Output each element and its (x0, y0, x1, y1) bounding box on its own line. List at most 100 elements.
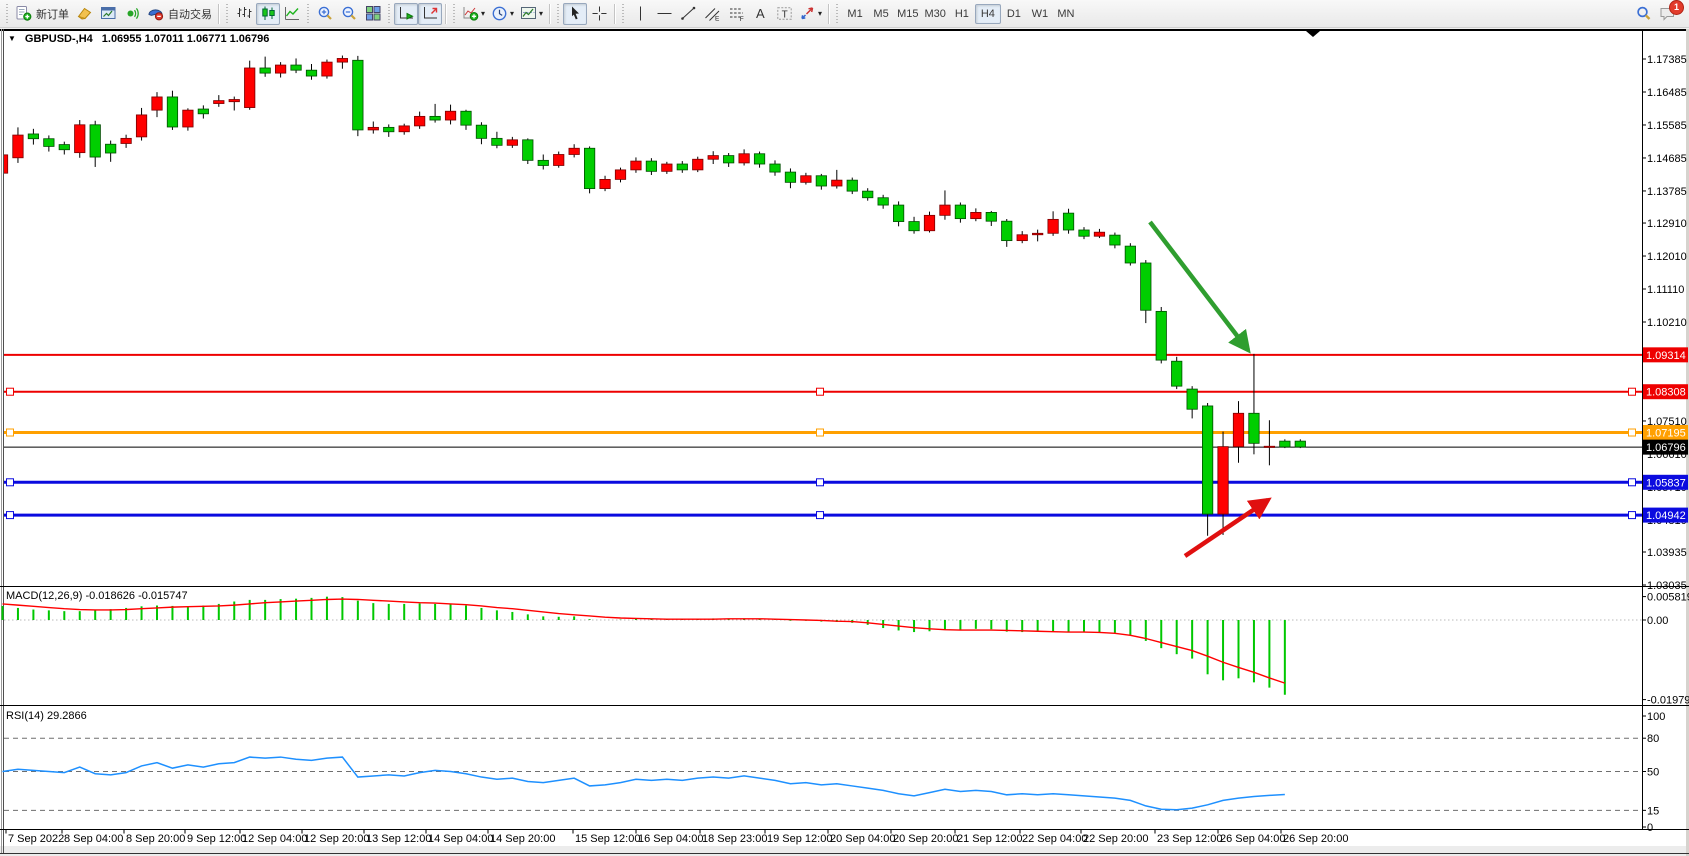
line-handle[interactable] (816, 478, 824, 487)
candle-up (444, 110, 457, 121)
periods-button[interactable]: ▾ (488, 3, 517, 25)
timeframe-w1-button[interactable]: W1 (1031, 7, 1049, 20)
candle-down (769, 163, 781, 173)
vertical-line-button[interactable] (628, 3, 652, 25)
candle-down (846, 179, 858, 192)
candle-up (120, 137, 132, 144)
line-chart-button[interactable] (280, 3, 304, 25)
timeframe-d1-button[interactable]: D1 (1006, 7, 1021, 20)
down-arrow-annotation[interactable] (1148, 220, 1251, 354)
horizontal-line-button[interactable] (652, 3, 676, 25)
text-label-button[interactable]: T (772, 3, 796, 25)
timeframe-m15-button[interactable]: M15 (897, 7, 919, 20)
svg-text:0: 0 (1647, 822, 1653, 834)
templates-button[interactable]: ▾ (517, 3, 546, 25)
fibonacci-button[interactable]: F (724, 3, 748, 25)
svg-text:1.13785: 1.13785 (1647, 186, 1687, 198)
line-handle[interactable] (1628, 511, 1636, 520)
price-tag-1.08308: 1.08308 (1643, 384, 1688, 400)
timeframe-h4-button[interactable]: H4 (974, 3, 1001, 24)
notification-badge: 1 (1669, 0, 1684, 15)
candle-up (244, 67, 256, 108)
macd-chart-pane[interactable] (4, 587, 1642, 705)
cursor-button[interactable] (563, 2, 588, 25)
candles (4, 55, 1306, 536)
candle-down (1109, 234, 1121, 246)
price-line-1.05837[interactable] (4, 478, 1642, 487)
candle-down (784, 171, 797, 183)
up-arrow-annotation[interactable] (1183, 497, 1272, 558)
main-chart-pane[interactable] (4, 31, 1642, 586)
time-axis-label: 16 Sep 04:00 (638, 833, 703, 845)
candle-down (1294, 440, 1306, 448)
svg-text:T: T (781, 9, 787, 20)
line-handle[interactable] (6, 478, 14, 487)
equidistant-channel-button[interactable]: E (700, 3, 724, 25)
dropdown-triangle-icon[interactable] (1306, 31, 1320, 37)
data-window-icon (124, 5, 141, 22)
timeframe-m1-button[interactable]: M1 (847, 7, 863, 20)
time-axis-label: 20 Sep 20:00 (893, 833, 958, 845)
indicators-button[interactable]: ▾ (459, 3, 488, 25)
rsi-chart-pane[interactable] (4, 706, 1642, 829)
indicators-icon (462, 5, 479, 22)
line-handle[interactable] (6, 428, 14, 437)
tile-windows-button[interactable] (361, 3, 385, 25)
bar-chart-button[interactable] (232, 3, 256, 25)
auto-trading-button[interactable]: 自动交易 (144, 3, 215, 25)
price-axis[interactable] (1643, 31, 1686, 831)
timeframe-h1-button[interactable]: H1 (954, 7, 969, 20)
candle-up (692, 158, 704, 171)
timeframe-m5-button[interactable]: M5 (873, 7, 889, 20)
chart-collapse-icon[interactable]: ▼ (8, 33, 16, 43)
candle-up (1232, 412, 1245, 448)
candle-down (383, 126, 395, 133)
time-axis[interactable]: 7 Sep 2022 8 Sep 04:00 8 Sep 20:00 9 Sep 12… (5, 829, 1348, 846)
crosshair-button[interactable] (587, 3, 611, 25)
text-label-icon: T (776, 5, 793, 22)
charts-profile-button[interactable] (72, 3, 96, 25)
timeframe-m30-button[interactable]: M30 (924, 7, 946, 20)
text-button[interactable]: A (748, 3, 772, 25)
new-order-button[interactable]: 新订单 (12, 3, 72, 25)
svg-text:1.14685: 1.14685 (1647, 153, 1687, 165)
candle-down (43, 138, 55, 147)
candle-up (321, 61, 333, 77)
chart-shift-button[interactable] (418, 2, 442, 25)
line-handle[interactable] (6, 387, 14, 396)
price-line-1.07195[interactable] (4, 428, 1642, 437)
toolbar-grip (556, 3, 562, 24)
candle-up (630, 160, 642, 171)
line-handle[interactable] (816, 428, 824, 437)
candle-down (27, 133, 40, 140)
price-line-1.04942[interactable] (4, 511, 1642, 520)
line-handle[interactable] (816, 511, 824, 520)
candle-up (1093, 231, 1106, 237)
line-handle[interactable] (816, 387, 824, 396)
trendline-button[interactable] (676, 3, 700, 25)
svg-text:1.11110: 1.11110 (1647, 284, 1684, 296)
data-window-button[interactable] (120, 3, 144, 25)
line-handle[interactable] (1628, 387, 1636, 396)
toolbar-grip (387, 3, 392, 24)
candle-down (954, 204, 967, 220)
line-handle[interactable] (1628, 478, 1636, 487)
candle-up (398, 125, 410, 133)
candle-up (1263, 445, 1275, 448)
price-line-1.08308[interactable] (4, 387, 1642, 396)
notifications-button[interactable]: 1 (1655, 0, 1684, 25)
candle-down (645, 160, 658, 172)
candlestick-chart-button[interactable] (256, 2, 280, 25)
zoom-out-button[interactable] (337, 3, 361, 25)
auto-scroll-button[interactable] (394, 2, 418, 25)
zoom-in-button[interactable] (313, 3, 337, 25)
arrows-button[interactable]: ▾ (796, 3, 825, 25)
line-handle[interactable] (6, 511, 14, 520)
svg-text:1.04942: 1.04942 (1646, 510, 1686, 522)
search-button[interactable] (1631, 3, 1655, 25)
timeframe-mn-button[interactable]: MN (1057, 7, 1075, 20)
fibonacci-icon: F (728, 5, 745, 22)
market-watch-button[interactable] (96, 3, 120, 25)
line-handle[interactable] (1628, 428, 1636, 437)
